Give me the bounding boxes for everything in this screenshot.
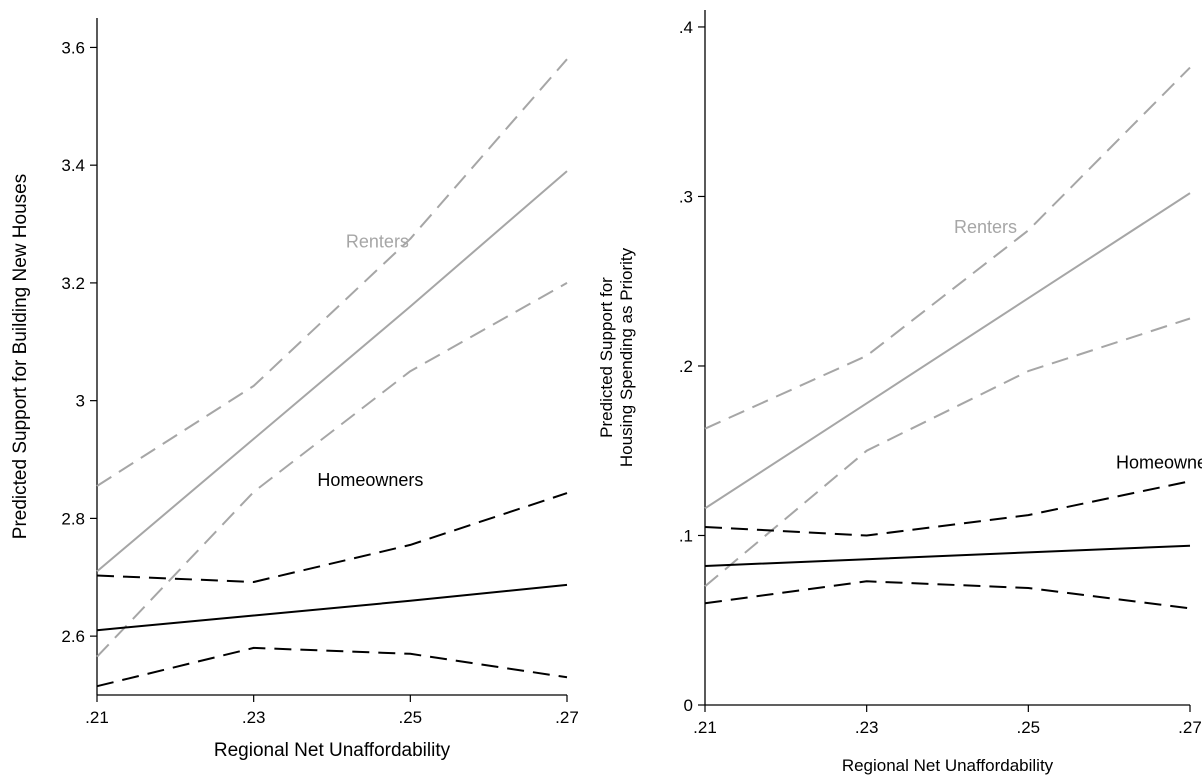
x-tick-label: .25 [1017,718,1041,737]
x-tick-label: .25 [399,708,423,727]
x-axis-label: Regional Net Unaffordability [214,740,451,761]
y-axis-label: Predicted Support for [597,277,616,438]
y-axis-label: Predicted Support for Building New House… [10,174,31,539]
series-line-renters-estimate [96,170,568,573]
series-line-renters-upper [96,58,568,487]
x-tick-label: .21 [85,708,109,727]
x-tick-label: .27 [1178,718,1202,737]
y-tick-label: 2.6 [61,627,85,646]
x-tick-label: .23 [242,708,266,727]
series-line-renters-lower [704,317,1191,588]
series-line-homeowners-lower [704,580,1191,610]
x-tick-label: .27 [555,708,579,727]
y-tick-label: 3.2 [61,274,85,293]
series-line-renters-upper [704,66,1191,430]
y-tick-label: 3.4 [61,156,85,175]
y-tick-label: 0 [684,696,693,715]
y-axis-label: Housing Spending as Priority [617,247,636,467]
y-tick-label: .1 [679,526,693,545]
annotation-renters: Renters [346,232,409,252]
annotation-homeowners: Homeowners [317,470,423,490]
series-line-homeowners-upper [704,480,1191,537]
right-panel-housing-spending: 0 .1 .2 .3 .4 .21 .23 .25 .27 Regional Net Unaffo… [597,10,1202,775]
series-line-renters-lower [96,282,568,658]
x-axis-label: Regional Net Unaffordability [842,756,1054,775]
series-line-homeowners-lower [96,646,568,688]
x-tick-label: .23 [855,718,879,737]
x-tick-label: .21 [693,718,717,737]
annotation-renters: Renters [954,217,1017,237]
y-tick-label: 2.8 [61,509,85,528]
annotation-homeowners: Homeowners [1116,453,1202,473]
y-tick-label: 3.6 [61,38,85,57]
series-line-homeowners-upper [96,492,568,583]
series-line-renters-estimate [704,192,1191,510]
y-tick-label: .2 [679,357,693,376]
y-tick-label: .4 [679,18,693,37]
series-line-homeowners-estimate [96,583,568,632]
left-panel-building-new-houses: 2.6 2.8 3 3.2 3.4 3.6 .21 .23 .25 .27 Regional Net… [10,18,579,761]
y-tick-label: 3 [76,392,85,411]
series-line-homeowners-estimate [704,544,1191,567]
y-tick-label: .3 [679,187,693,206]
